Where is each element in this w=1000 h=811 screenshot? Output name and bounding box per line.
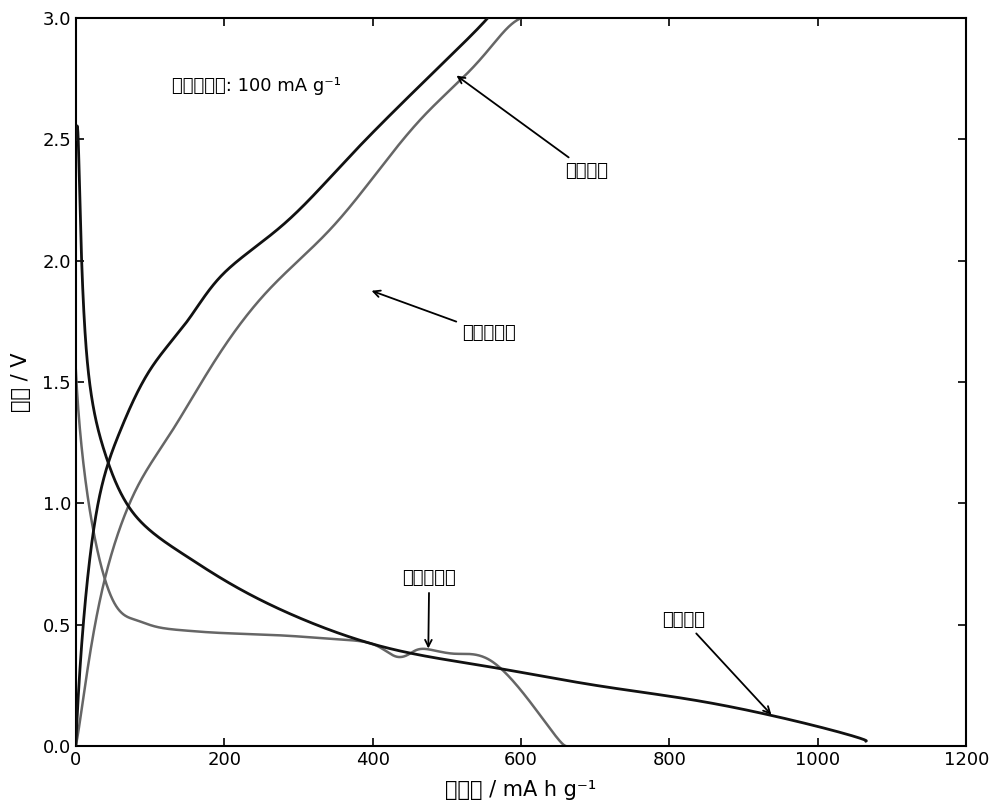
Text: 首次放电: 首次放电: [662, 611, 770, 714]
Text: 首次充电: 首次充电: [458, 77, 609, 180]
Text: 第二次放电: 第二次放电: [402, 569, 456, 646]
X-axis label: 比容量 / mA h g⁻¹: 比容量 / mA h g⁻¹: [445, 780, 597, 800]
Text: 第二次充电: 第二次充电: [373, 290, 515, 342]
Y-axis label: 电压 / V: 电压 / V: [11, 352, 31, 412]
Text: 充放电倍率: 100 mA g⁻¹: 充放电倍率: 100 mA g⁻¹: [172, 77, 341, 95]
